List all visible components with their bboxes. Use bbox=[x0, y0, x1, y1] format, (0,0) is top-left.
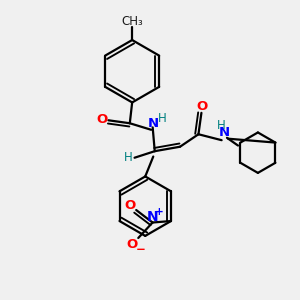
Text: O: O bbox=[196, 100, 208, 113]
Text: −: − bbox=[136, 243, 146, 256]
Text: H: H bbox=[124, 151, 132, 164]
Text: N: N bbox=[218, 126, 230, 139]
Text: O: O bbox=[124, 199, 135, 212]
Text: O: O bbox=[96, 113, 107, 126]
Text: +: + bbox=[155, 207, 164, 217]
Text: N: N bbox=[147, 210, 158, 224]
Text: H: H bbox=[158, 112, 167, 125]
Text: CH₃: CH₃ bbox=[121, 15, 143, 28]
Text: O: O bbox=[126, 238, 137, 251]
Text: H: H bbox=[217, 119, 226, 132]
Text: N: N bbox=[148, 117, 159, 130]
